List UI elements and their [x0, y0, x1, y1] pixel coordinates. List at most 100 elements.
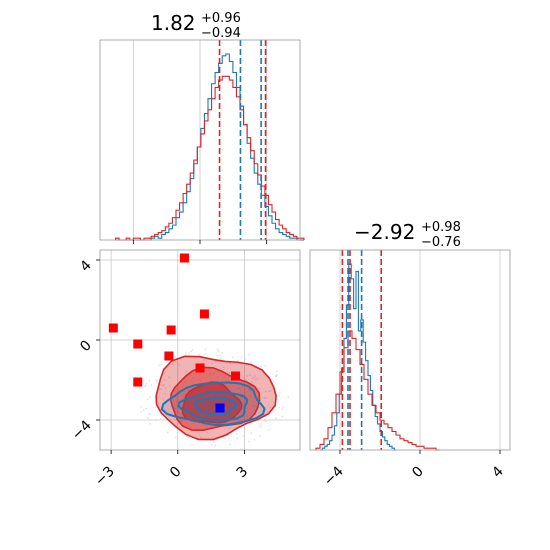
hist-param2-hist-model_b	[315, 330, 440, 451]
sample-point	[144, 385, 147, 388]
sample-point	[243, 377, 246, 380]
hist-param2-xtick-label: 4	[489, 463, 507, 481]
hist-param2-xtick-label: 0	[409, 464, 427, 482]
sample-point	[229, 362, 232, 365]
scatter-frame	[99, 249, 301, 451]
sample-point	[203, 353, 206, 356]
sample-point	[228, 437, 231, 440]
red-square-marker	[108, 323, 118, 333]
red-square-marker	[231, 371, 241, 381]
sample-point	[202, 359, 205, 362]
sample-point	[221, 351, 223, 354]
sample-point	[147, 417, 149, 420]
hist-panel-param1: 1.82 +0.96 −0.94	[99, 11, 305, 244]
sample-point	[264, 364, 267, 367]
hist-param1-hist-model_a	[115, 53, 304, 241]
sample-point	[199, 436, 202, 439]
sample-point	[248, 374, 251, 376]
sample-point	[222, 366, 225, 369]
sample-point	[159, 388, 162, 390]
sample-point	[168, 376, 171, 379]
sample-point	[162, 397, 164, 400]
sample-point	[246, 375, 248, 377]
sample-point	[259, 425, 262, 428]
title-param2-value: −2.92	[354, 220, 415, 244]
sample-point	[260, 423, 263, 425]
sample-point	[159, 384, 162, 386]
sample-point	[259, 435, 262, 438]
sample-point	[263, 397, 265, 399]
hist-param2-frame	[309, 249, 511, 451]
sample-point	[269, 406, 272, 409]
sample-point	[166, 431, 169, 434]
sample-point	[224, 437, 227, 440]
sample-point	[250, 360, 253, 363]
sample-point	[157, 396, 160, 399]
sample-point	[231, 356, 234, 359]
sample-point	[269, 389, 272, 392]
red-square-marker	[195, 363, 205, 373]
red-square-marker	[179, 253, 189, 263]
sample-point	[159, 418, 162, 420]
sample-point	[280, 408, 283, 411]
sample-point	[176, 362, 179, 365]
sample-point	[187, 352, 190, 355]
sample-point	[282, 406, 285, 409]
sample-point	[254, 375, 256, 377]
sample-point	[250, 432, 253, 435]
sample-point	[163, 379, 166, 381]
sample-point	[148, 379, 151, 382]
red-square-marker	[133, 339, 143, 349]
sample-point	[253, 438, 256, 441]
sample-point	[276, 370, 278, 373]
sample-point	[187, 436, 189, 439]
sample-point	[264, 420, 267, 423]
sample-point	[146, 398, 149, 401]
sample-point	[142, 408, 145, 411]
sample-point	[204, 348, 207, 351]
title-param1-plus: +0.96	[201, 11, 241, 26]
sample-point	[276, 374, 279, 376]
sample-point	[160, 363, 163, 366]
hist-param2-xtick-label: −4	[321, 463, 347, 489]
sample-point	[138, 386, 141, 389]
sample-point	[185, 370, 188, 373]
sample-point	[248, 353, 251, 356]
scatter-xtick-label: 3	[234, 464, 252, 482]
sample-point	[149, 396, 151, 399]
scatter-ytick-label: −4	[69, 417, 95, 443]
sample-point	[164, 392, 167, 395]
sample-point	[214, 445, 216, 447]
sample-point	[145, 382, 148, 385]
sample-point	[219, 354, 222, 357]
sample-point	[163, 383, 165, 386]
sample-point	[217, 350, 220, 353]
sample-point	[228, 371, 231, 374]
sample-point	[216, 354, 219, 357]
sample-point	[178, 364, 181, 367]
sample-point	[287, 395, 289, 398]
sample-point	[154, 418, 157, 421]
sample-point	[206, 431, 209, 434]
sample-point	[171, 363, 174, 366]
sample-point	[267, 403, 270, 406]
sample-point	[250, 381, 253, 384]
sample-point	[265, 397, 267, 399]
sample-point	[254, 378, 257, 381]
sample-point	[258, 424, 260, 427]
red-square-marker	[133, 377, 143, 387]
sample-point	[248, 440, 250, 443]
sample-point	[219, 357, 222, 360]
scatter-xtick-label: 0	[167, 464, 185, 482]
sample-point	[158, 364, 160, 367]
sample-point	[214, 361, 217, 363]
sample-point	[174, 356, 177, 358]
sample-point	[272, 381, 275, 383]
hist-panel-param2: −2.92 +0.98 −0.76 −4 0 4	[309, 220, 511, 489]
contour-model-a	[160, 381, 266, 426]
sample-point	[150, 384, 153, 386]
sample-point	[241, 376, 244, 379]
sample-point	[169, 385, 172, 388]
sample-point	[259, 365, 262, 368]
